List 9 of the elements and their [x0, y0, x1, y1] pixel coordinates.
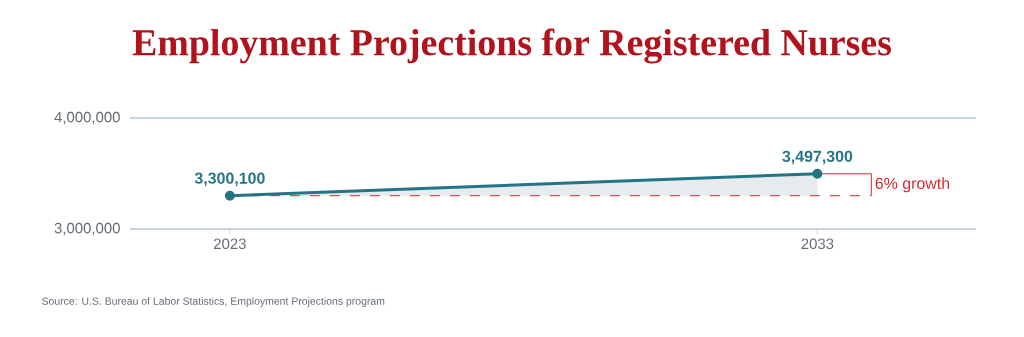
data-label: 3,300,100 — [194, 172, 265, 187]
data-label: 3,497,300 — [782, 150, 853, 165]
x-tick-label: 2033 — [801, 238, 834, 250]
source-note: Source: U.S. Bureau of Labor Statistics, Employment Projections program — [41, 297, 385, 307]
ref-line-label: 6% growth — [875, 177, 950, 193]
y-tick-label: 3,000,000 — [54, 222, 120, 236]
x-tick-label: 2023 — [214, 238, 246, 250]
y-tick-label: 4,000,000 — [54, 111, 120, 125]
chart-title: Employment Projections for Registered Nurses — [132, 28, 891, 64]
